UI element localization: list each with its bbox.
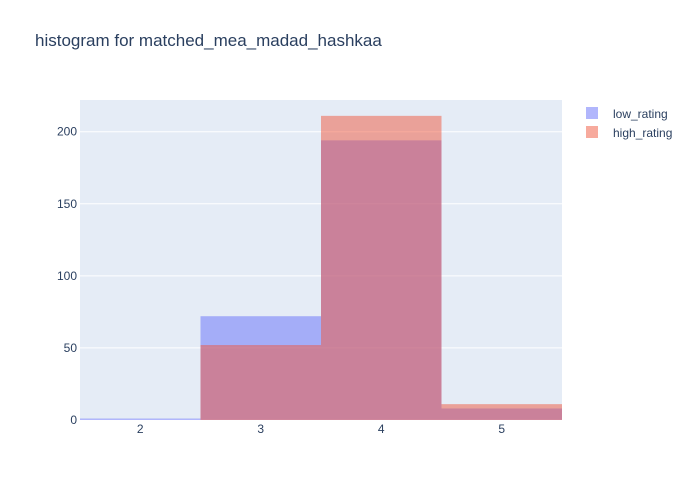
x-tick-label-3: 3 bbox=[257, 422, 264, 436]
bar-high_rating-5[interactable] bbox=[441, 404, 563, 420]
y-tick-label-200: 200 bbox=[57, 125, 77, 139]
y-axis: 0 50 100 150 200 bbox=[57, 125, 77, 427]
x-axis: 2 3 4 5 bbox=[137, 422, 506, 436]
y-tick-label-150: 150 bbox=[57, 197, 77, 211]
legend-swatch-low_rating bbox=[586, 107, 598, 119]
bar-low_rating-2[interactable] bbox=[80, 418, 201, 420]
legend-item-low_rating[interactable]: low_rating bbox=[586, 107, 668, 121]
y-tick-label-0: 0 bbox=[70, 413, 77, 427]
y-tick-label-100: 100 bbox=[57, 269, 77, 283]
x-tick-label-2: 2 bbox=[137, 422, 144, 436]
legend-item-high_rating[interactable]: high_rating bbox=[586, 126, 672, 140]
legend[interactable]: low_rating high_rating bbox=[586, 107, 672, 140]
x-tick-label-5: 5 bbox=[498, 422, 505, 436]
x-tick-label-4: 4 bbox=[378, 422, 385, 436]
legend-label-low_rating: low_rating bbox=[613, 107, 668, 121]
legend-label-high_rating: high_rating bbox=[613, 126, 672, 140]
bar-high_rating-4[interactable] bbox=[321, 115, 442, 420]
legend-swatch-high_rating bbox=[586, 126, 598, 138]
chart-title: histogram for matched_mea_madad_hashkaa bbox=[35, 31, 382, 50]
bar-high_rating-3[interactable] bbox=[200, 345, 322, 420]
y-tick-label-50: 50 bbox=[64, 341, 78, 355]
bars bbox=[80, 115, 563, 421]
